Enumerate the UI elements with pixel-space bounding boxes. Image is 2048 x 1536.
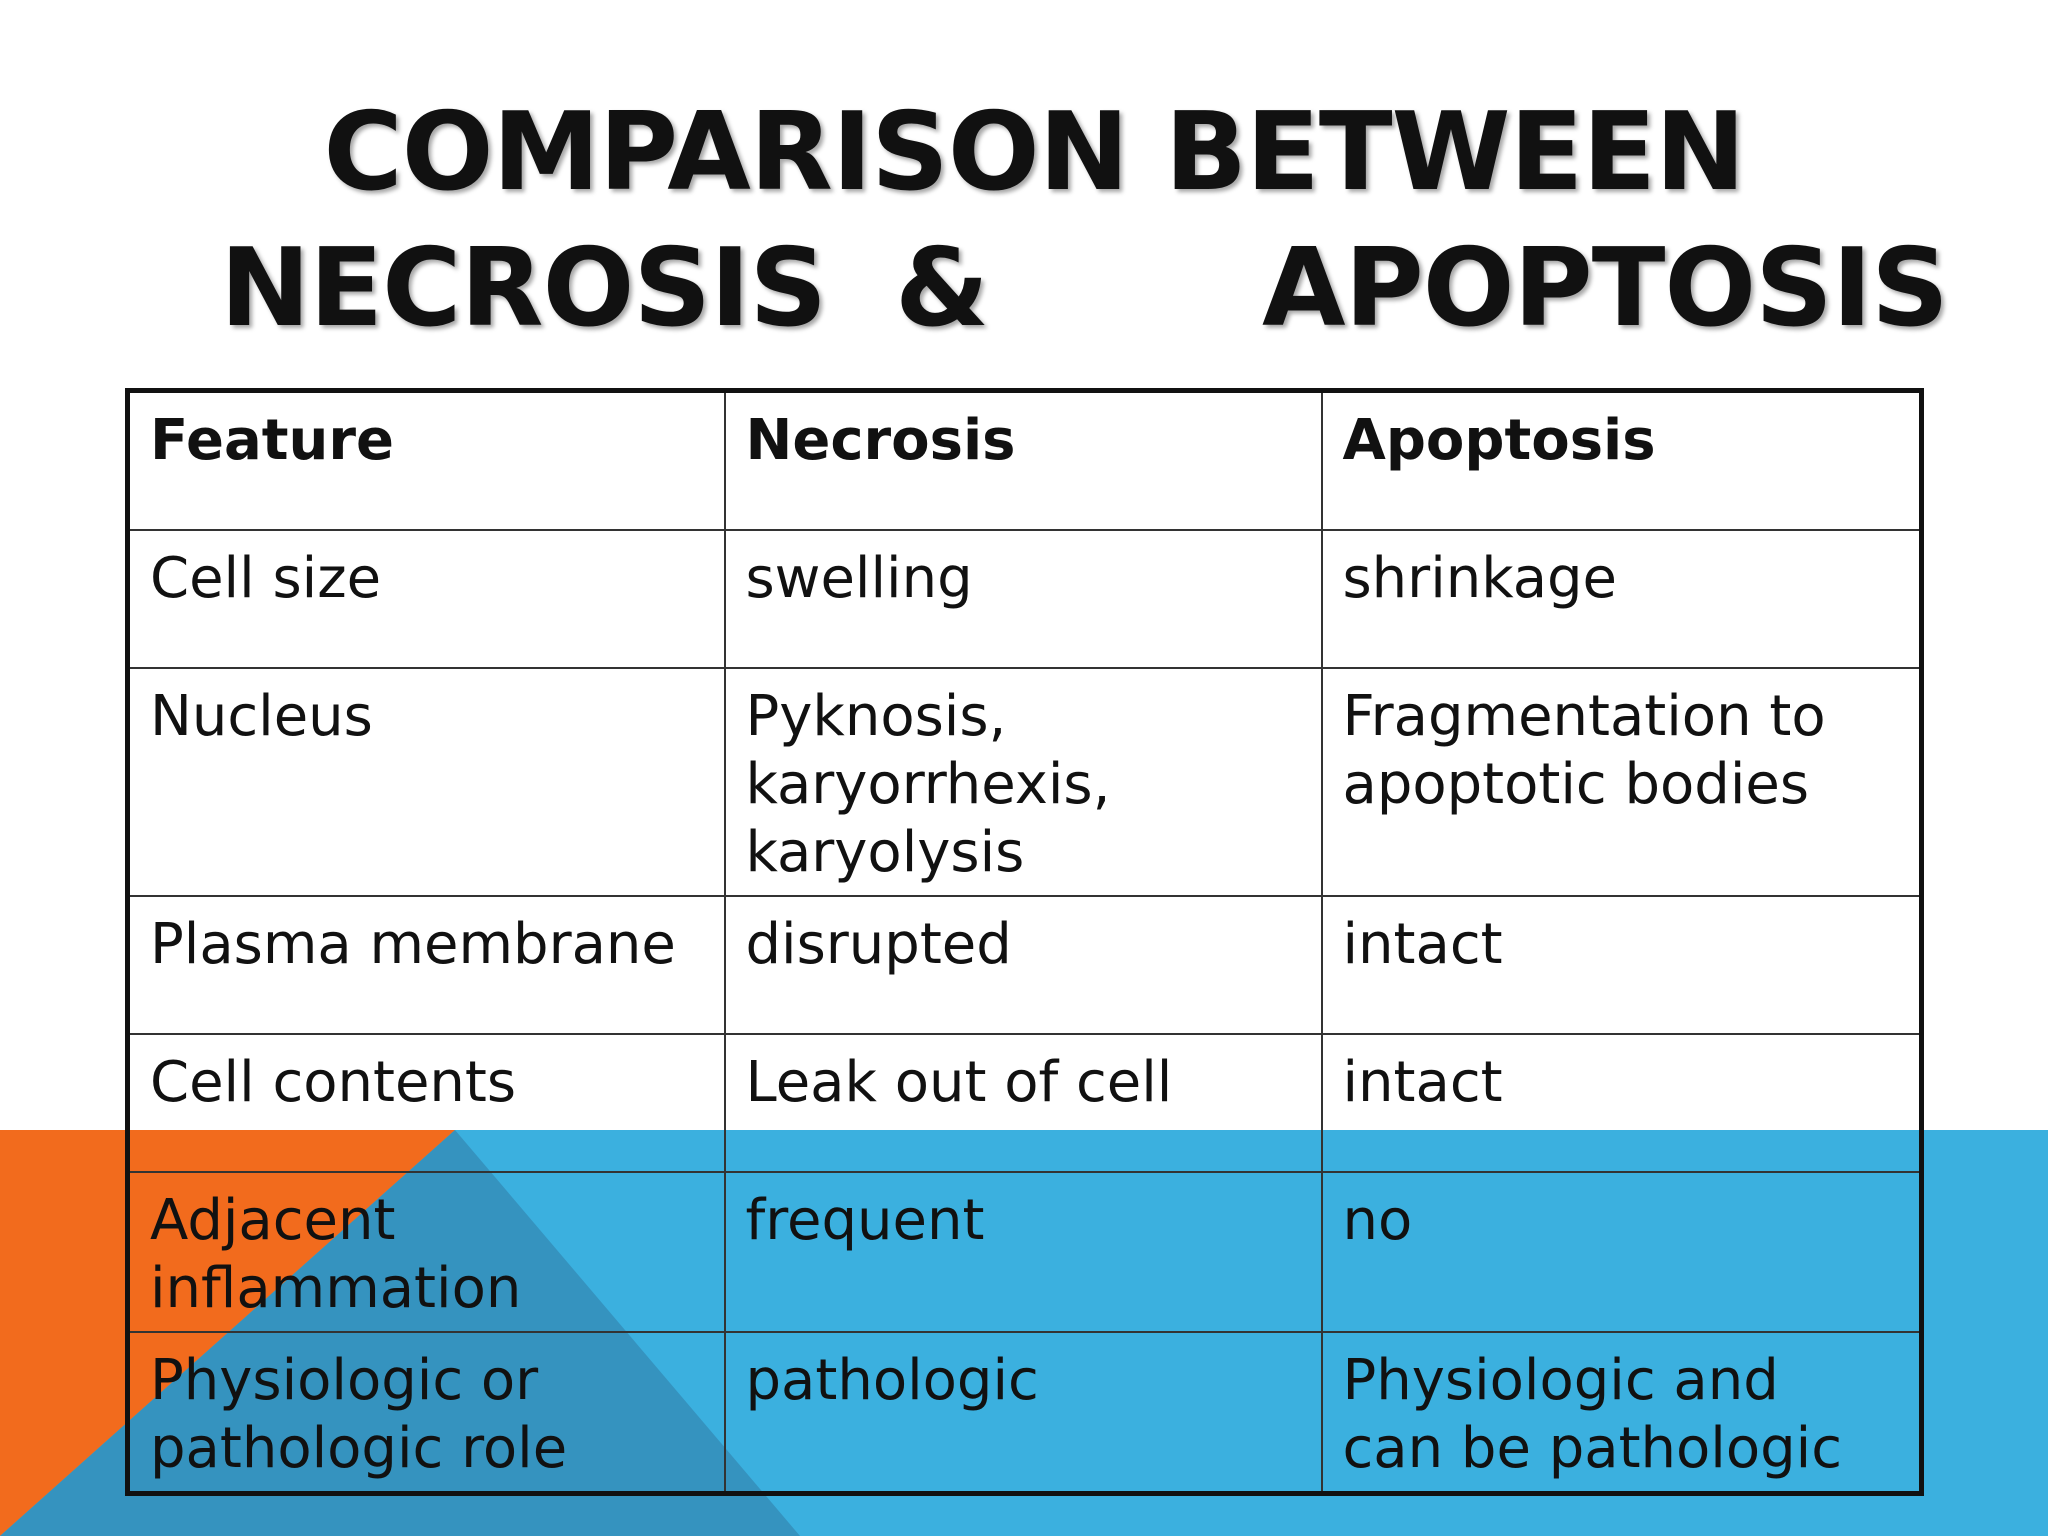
header-cell-necrosis: Necrosis	[723, 389, 1323, 531]
feature-cell: Plasma membrane	[126, 895, 726, 1035]
apoptosis-cell: Physiologic and can be pathologic	[1320, 1331, 1923, 1495]
table-header-row: Feature Necrosis Apoptosis	[126, 389, 1923, 531]
apoptosis-cell: no	[1320, 1171, 1923, 1333]
title-ampersand: &	[895, 226, 989, 351]
comparison-table: Feature Necrosis Apoptosis Cell size swe…	[125, 388, 1924, 1496]
necrosis-cell: swelling	[723, 529, 1323, 669]
feature-cell: Physiologic or pathologic role	[126, 1331, 726, 1495]
table-row: Adjacent inflammation frequent no	[126, 1171, 1923, 1333]
feature-cell: Adjacent inflammation	[126, 1171, 726, 1333]
feature-cell: Cell contents	[126, 1033, 726, 1173]
slide-title: COMPARISON BETWEEN NECROSIS & APOPTOSIS	[0, 85, 2048, 357]
table-row: Physiologic or pathologic role pathologic…	[126, 1331, 1923, 1495]
apoptosis-cell: intact	[1320, 1033, 1923, 1173]
title-necrosis: NECROSIS	[220, 226, 827, 351]
necrosis-cell: Pyknosis, karyorrhexis, karyolysis	[723, 667, 1323, 897]
title-apoptosis: APOPTOSIS	[1262, 226, 1949, 351]
feature-cell: Nucleus	[126, 667, 726, 897]
necrosis-cell: Leak out of cell	[723, 1033, 1323, 1173]
necrosis-cell: frequent	[723, 1171, 1323, 1333]
feature-cell: Cell size	[126, 529, 726, 669]
necrosis-cell: pathologic	[723, 1331, 1323, 1495]
table-row: Cell size swelling shrinkage	[126, 529, 1923, 669]
header-cell-feature: Feature	[126, 389, 726, 531]
table-row: Cell contents Leak out of cell intact	[126, 1033, 1923, 1173]
necrosis-cell: disrupted	[723, 895, 1323, 1035]
apoptosis-cell: intact	[1320, 895, 1923, 1035]
comparison-table-wrapper: Feature Necrosis Apoptosis Cell size swe…	[125, 388, 1924, 1496]
title-line-2: NECROSIS & APOPTOSIS	[0, 221, 2048, 357]
apoptosis-cell: shrinkage	[1320, 529, 1923, 669]
table-row: Plasma membrane disrupted intact	[126, 895, 1923, 1035]
title-line-1: COMPARISON BETWEEN	[323, 90, 1745, 215]
header-cell-apoptosis: Apoptosis	[1320, 389, 1923, 531]
table-row: Nucleus Pyknosis, karyorrhexis, karyolysis…	[126, 667, 1923, 897]
apoptosis-cell: Fragmentation to apoptotic bodies	[1320, 667, 1923, 897]
